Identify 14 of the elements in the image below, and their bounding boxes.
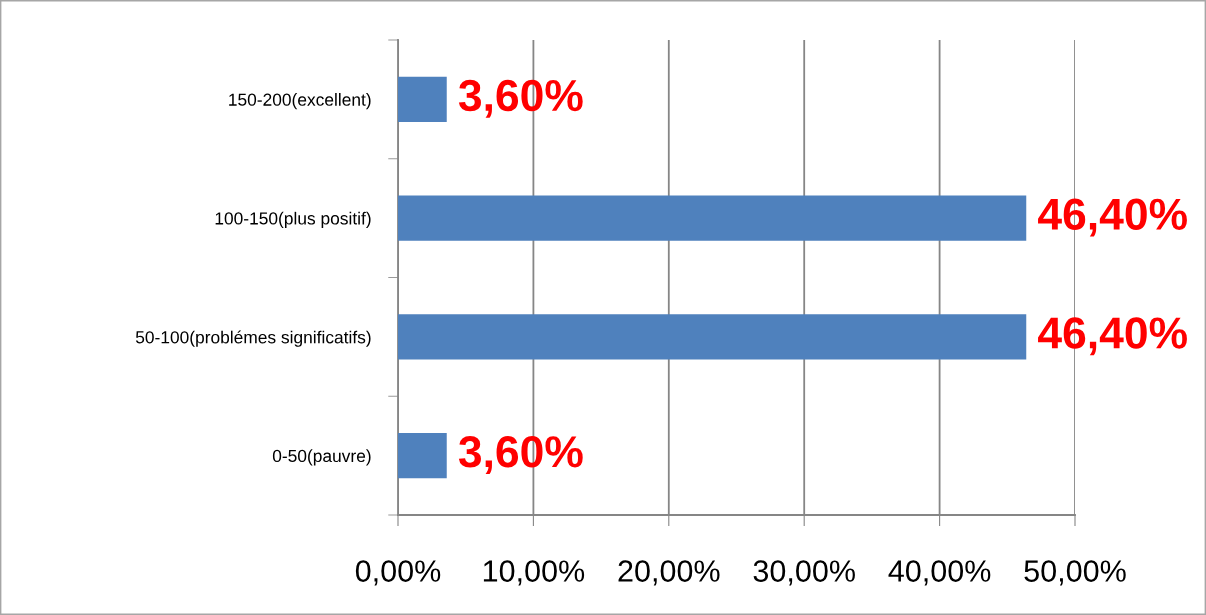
x-tick-label: 30,00% (753, 560, 855, 586)
y-tick-label: 100-150(plus positif) (215, 211, 371, 229)
x-tick-label: 0,00% (355, 560, 441, 586)
y-tick-label: 50-100(problémes significatifs) (135, 330, 371, 347)
data-label: 3,60% (458, 436, 583, 474)
data-label: 46,40% (1038, 198, 1187, 237)
x-tick-label: 50,00% (1024, 560, 1126, 586)
x-tick-label: 40,00% (888, 560, 991, 586)
x-tick-label: 20,00% (618, 560, 720, 586)
data-label: 3,60% (458, 79, 583, 118)
y-tick-label: 0-50(pauvre) (272, 449, 371, 466)
data-label: 46,40% (1038, 317, 1187, 356)
x-tick-label: 10,00% (483, 560, 585, 586)
y-tick-label: 150-200(excellent) (229, 93, 371, 110)
